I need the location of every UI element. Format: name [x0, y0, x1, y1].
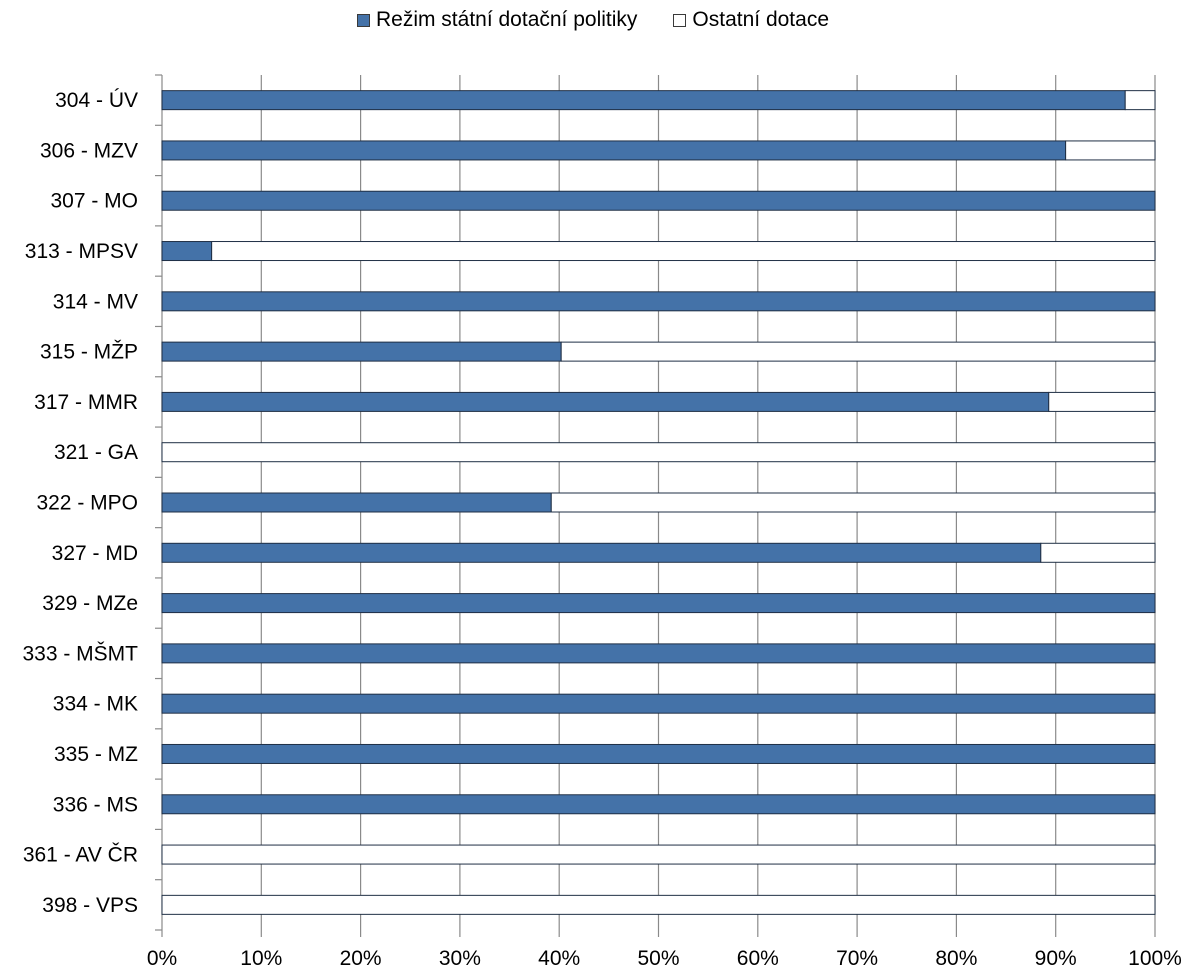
- x-tick-label: 80%: [935, 947, 977, 970]
- category-label: 314 - MV: [53, 290, 138, 313]
- category-label: 322 - MPO: [36, 492, 138, 515]
- bar-rezim: [161, 794, 1156, 815]
- bar-ostatni: [161, 894, 1156, 915]
- category-label: 304 - ÚV: [55, 89, 138, 112]
- x-tick-label: 10%: [240, 947, 282, 970]
- bar-rezim: [161, 241, 213, 262]
- bar-rezim: [161, 90, 1126, 111]
- x-tick-label: 60%: [737, 947, 779, 970]
- category-label: 317 - MMR: [34, 391, 138, 414]
- bar-ostatni: [161, 844, 1156, 865]
- bar-rezim: [161, 391, 1050, 412]
- bar-rezim: [161, 693, 1156, 714]
- legend-swatch-ostatni: [673, 13, 687, 27]
- category-label: 313 - MPSV: [25, 240, 138, 263]
- x-tick-label: 90%: [1035, 947, 1077, 970]
- bar-ostatni: [1048, 391, 1156, 412]
- bar-ostatni: [211, 241, 1156, 262]
- x-tick-label: 20%: [340, 947, 382, 970]
- category-label: 329 - MZe: [42, 592, 138, 615]
- bar-rezim: [161, 341, 562, 362]
- category-label: 334 - MK: [53, 693, 138, 716]
- bar-ostatni: [560, 341, 1156, 362]
- bar-rezim: [161, 140, 1067, 161]
- x-tick-label: 50%: [637, 947, 679, 970]
- category-label: 307 - MO: [50, 190, 138, 213]
- bar-rezim: [161, 743, 1156, 764]
- bar-ostatni: [1040, 542, 1156, 563]
- bar-rezim: [161, 190, 1156, 211]
- x-tick-label: 40%: [538, 947, 580, 970]
- category-label: 398 - VPS: [42, 894, 138, 917]
- legend-label-ostatni: Ostatní dotace: [692, 8, 830, 31]
- legend-label-rezim: Režim státní dotační politiky: [375, 8, 638, 31]
- x-tick-label: 30%: [439, 947, 481, 970]
- bar-rezim: [161, 643, 1156, 664]
- x-tick-label: 100%: [1128, 947, 1182, 970]
- bar-ostatni: [1065, 140, 1156, 161]
- legend-swatch-rezim: [356, 13, 370, 27]
- category-label: 327 - MD: [52, 542, 138, 565]
- bar-rezim: [161, 291, 1156, 312]
- x-tick-label: 70%: [836, 947, 878, 970]
- category-label: 336 - MS: [53, 793, 138, 816]
- bar-rezim: [161, 593, 1156, 614]
- category-label: 306 - MZV: [40, 139, 138, 162]
- bar-rezim: [161, 492, 552, 513]
- bar-ostatni: [550, 492, 1156, 513]
- bar-ostatni: [161, 442, 1156, 463]
- bar-ostatni: [1124, 90, 1156, 111]
- chart-legend: Režim státní dotační politiky Ostatní do…: [0, 8, 1186, 32]
- category-label: 361 - AV ČR: [23, 844, 138, 867]
- category-label: 333 - MŠMT: [22, 642, 138, 665]
- legend-item-rezim: Režim státní dotační politiky: [356, 8, 638, 32]
- bar-rezim: [161, 542, 1042, 563]
- category-label: 321 - GA: [54, 441, 138, 464]
- legend-item-ostatni: Ostatní dotace: [673, 8, 829, 32]
- category-label: 335 - MZ: [54, 743, 138, 766]
- category-label: 315 - MŽP: [40, 341, 138, 364]
- x-tick-label: 0%: [147, 947, 177, 970]
